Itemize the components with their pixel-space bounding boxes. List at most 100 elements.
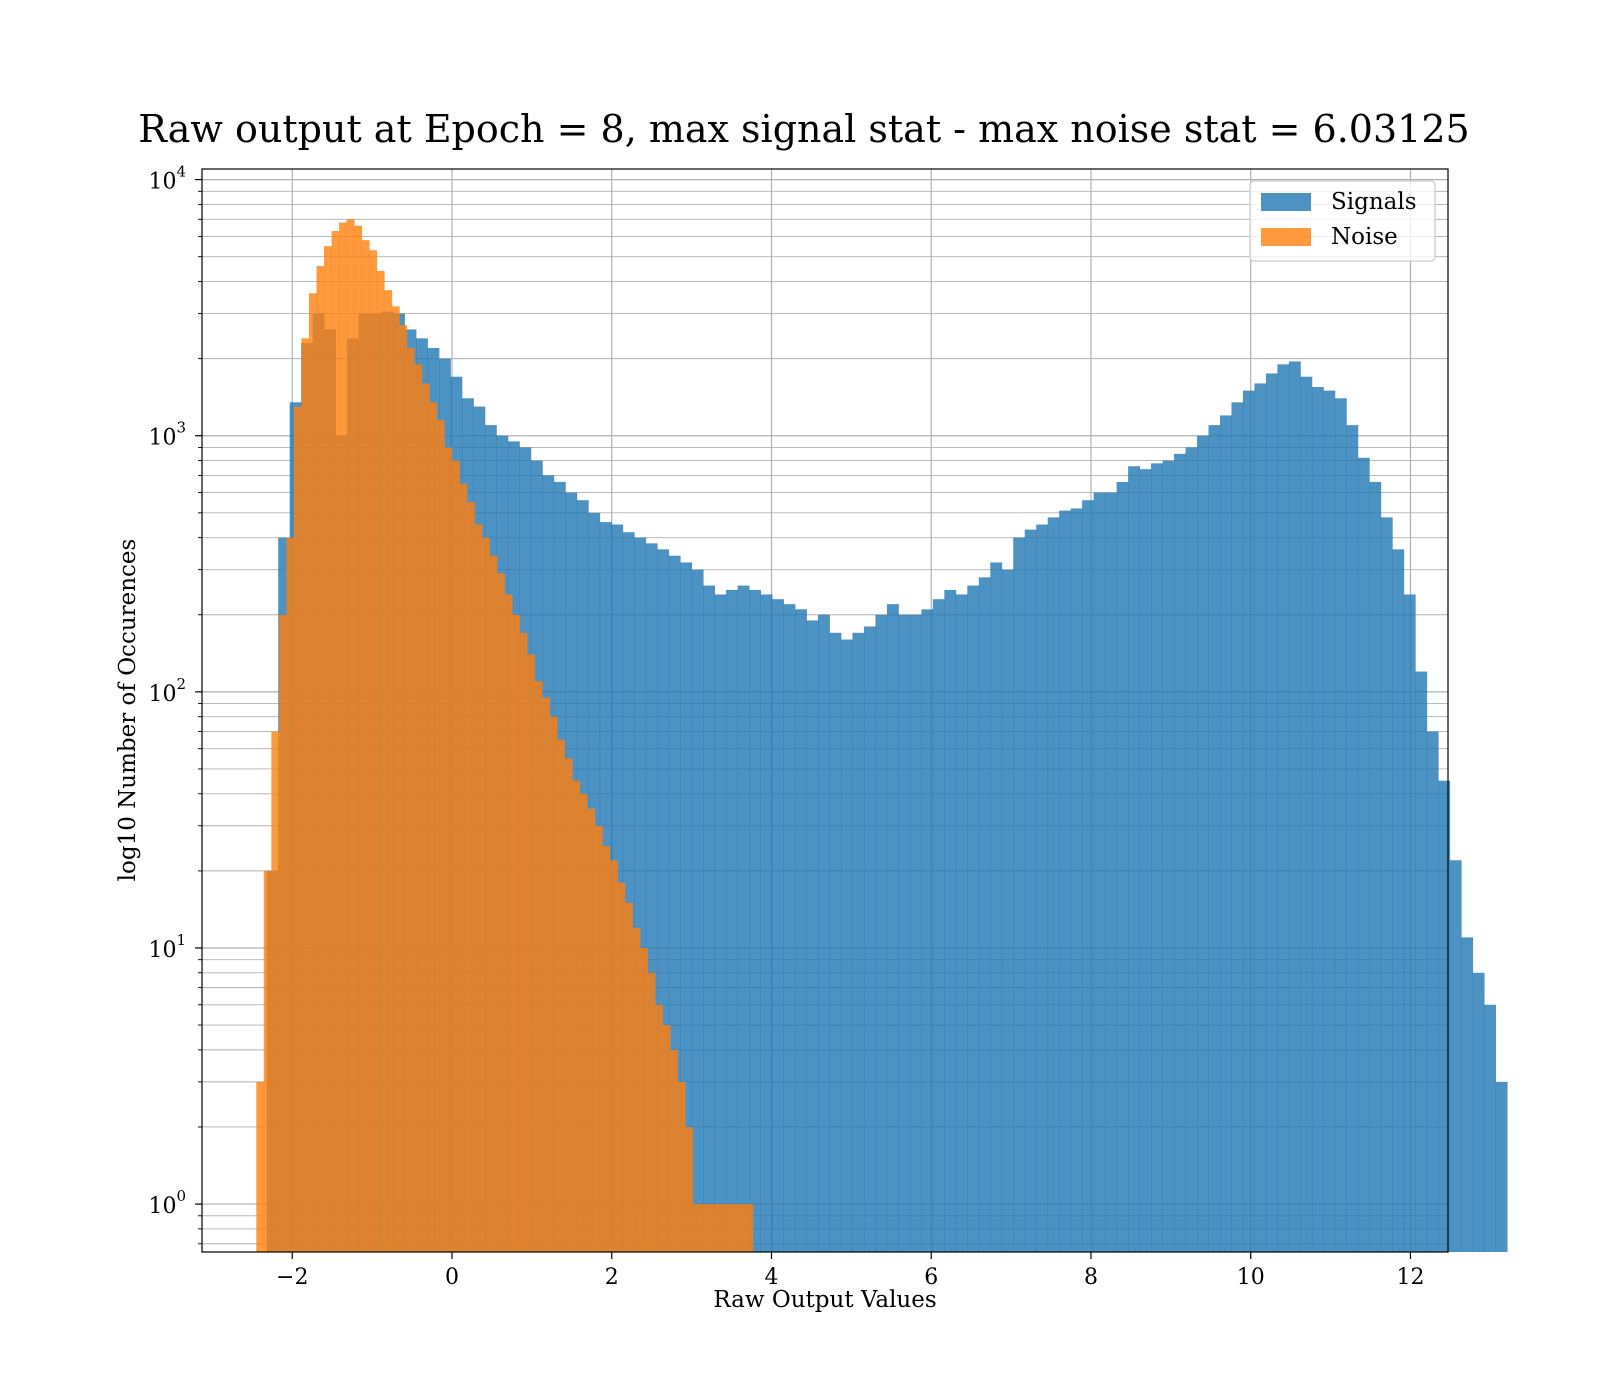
- bar: [1197, 435, 1209, 1253]
- legend-swatch-signals: [1261, 193, 1311, 211]
- bar: [527, 654, 536, 1252]
- bar: [640, 947, 648, 1252]
- bar: [512, 614, 521, 1252]
- bar: [293, 406, 302, 1253]
- bar: [990, 562, 1003, 1252]
- bar: [1415, 671, 1428, 1252]
- bar: [632, 927, 641, 1252]
- bar: [875, 614, 888, 1252]
- bar: [1185, 447, 1198, 1252]
- bar: [1162, 460, 1175, 1252]
- legend: Signals Noise: [1249, 180, 1436, 262]
- y-tick-label: 102: [148, 675, 186, 707]
- bar: [898, 614, 911, 1252]
- plot-frame: [201, 168, 1449, 1253]
- bar: [1231, 402, 1244, 1252]
- bar: [1128, 466, 1140, 1252]
- bar: [278, 614, 287, 1252]
- bar: [459, 483, 468, 1252]
- bar: [1105, 492, 1118, 1252]
- bar: [622, 532, 635, 1252]
- bar: [594, 825, 603, 1252]
- bar: [1380, 517, 1393, 1252]
- histogram-bars: [256, 219, 1508, 1253]
- bar: [271, 731, 280, 1252]
- bar: [1219, 415, 1232, 1252]
- bar: [726, 589, 739, 1252]
- bar: [737, 585, 750, 1252]
- bar: [1403, 594, 1416, 1252]
- bar: [662, 1025, 671, 1252]
- bar: [429, 402, 438, 1252]
- bar: [346, 219, 355, 1253]
- bar: [707, 1204, 716, 1252]
- bar: [602, 846, 611, 1252]
- bar: [1300, 376, 1313, 1252]
- x-axis: −2 0 2 4 6 8 10 12: [276, 1252, 1424, 1290]
- bar: [1001, 569, 1014, 1252]
- bar: [534, 681, 543, 1252]
- bar: [978, 577, 991, 1252]
- bar: [691, 569, 704, 1252]
- bar: [772, 599, 784, 1252]
- x-tick-label: 12: [1396, 1265, 1424, 1290]
- bar: [1047, 517, 1060, 1252]
- bar: [406, 348, 415, 1252]
- bar: [1024, 529, 1037, 1252]
- bar: [737, 1204, 746, 1252]
- bar: [700, 1204, 709, 1252]
- bar: [783, 604, 796, 1252]
- bar: [1174, 453, 1186, 1253]
- bar: [316, 265, 325, 1252]
- bar: [384, 290, 393, 1253]
- y-tick-label: 100: [148, 1187, 186, 1219]
- bar: [863, 626, 876, 1252]
- bar: [1495, 1081, 1508, 1252]
- bar: [1323, 390, 1336, 1252]
- bar: [579, 793, 588, 1252]
- bar: [1208, 425, 1221, 1252]
- bar: [504, 594, 513, 1252]
- bar: [760, 594, 773, 1252]
- x-tick-label: 8: [1084, 1265, 1098, 1290]
- bar: [795, 609, 807, 1252]
- bar: [818, 614, 830, 1252]
- x-tick-label: 2: [605, 1265, 619, 1290]
- bar: [829, 632, 842, 1252]
- bar: [680, 562, 693, 1252]
- bar: [609, 860, 618, 1252]
- bar: [852, 632, 865, 1252]
- y-tick-label: 101: [148, 931, 186, 963]
- bar: [1242, 390, 1255, 1252]
- bar: [624, 902, 633, 1252]
- bar: [1461, 937, 1474, 1252]
- bar: [1288, 361, 1301, 1252]
- bar: [572, 780, 581, 1252]
- x-tick-label: 0: [445, 1265, 459, 1290]
- bar: [692, 1204, 701, 1252]
- legend-swatch-noise: [1261, 228, 1311, 246]
- bar: [339, 222, 347, 1253]
- bar: [1070, 508, 1083, 1252]
- bar: [967, 585, 980, 1252]
- bar: [564, 758, 573, 1252]
- bar: [376, 270, 385, 1253]
- bar: [1082, 500, 1095, 1252]
- bar: [1392, 549, 1405, 1252]
- bar: [685, 1126, 694, 1252]
- bar: [647, 972, 656, 1252]
- legend-label-noise: Noise: [1331, 224, 1398, 250]
- y-axis-label: log10 Number of Occurences: [115, 539, 141, 882]
- bar: [840, 639, 853, 1252]
- bar: [955, 594, 968, 1252]
- bar: [1426, 731, 1439, 1252]
- bar: [308, 293, 317, 1252]
- bar: [645, 543, 658, 1252]
- bar: [1059, 510, 1072, 1252]
- bar: [1036, 524, 1049, 1252]
- x-tick-label: 10: [1237, 1265, 1265, 1290]
- bar: [1116, 481, 1129, 1252]
- bar: [1277, 364, 1290, 1252]
- bar: [668, 555, 681, 1252]
